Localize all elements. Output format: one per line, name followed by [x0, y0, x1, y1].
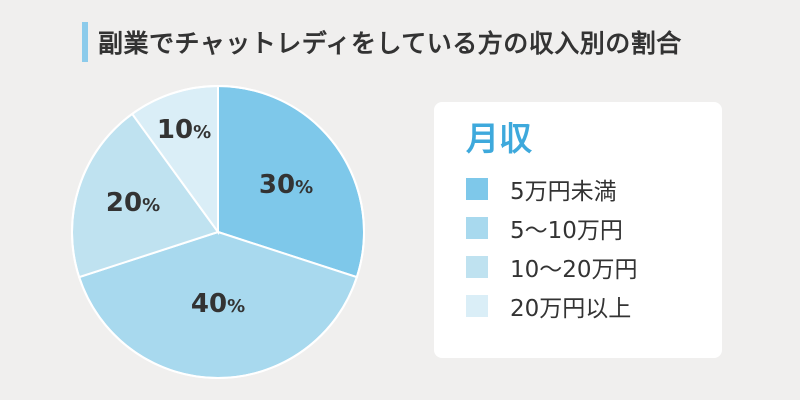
legend-label: 10〜20万円 [510, 256, 638, 283]
legend-item: 10〜20万円 [466, 247, 722, 286]
chart-title-bar: 副業でチャットレディをしている方の収入別の割合 [82, 22, 682, 62]
legend-item: 5〜10万円 [466, 208, 722, 247]
chart-title: 副業でチャットレディをしている方の収入別の割合 [98, 29, 682, 58]
pie-slice-label: 40% [190, 289, 246, 319]
pie-slice-label: 10% [156, 115, 212, 145]
legend-label: 5万円未満 [510, 178, 617, 205]
legend-card: 月収 5万円未満 5〜10万円 10〜20万円 20万円以上 [434, 102, 722, 358]
pie-chart: 30% 40% 20% 10% [71, 84, 365, 379]
legend-item: 20万円以上 [466, 286, 722, 325]
legend-label: 20万円以上 [510, 295, 632, 322]
title-accent-bar [82, 22, 88, 62]
pie-slice-label: 30% [258, 170, 314, 200]
legend-item: 5万円未満 [466, 169, 722, 208]
legend-swatch [466, 255, 488, 278]
pie-slice-label: 20% [105, 188, 161, 218]
pie-outline [71, 85, 365, 379]
legend-swatch [466, 177, 488, 200]
legend-swatch [466, 294, 488, 317]
legend-title: 月収 [466, 119, 532, 158]
legend-label: 5〜10万円 [510, 217, 623, 244]
legend-swatch [466, 216, 488, 239]
pie-svg [71, 84, 365, 379]
